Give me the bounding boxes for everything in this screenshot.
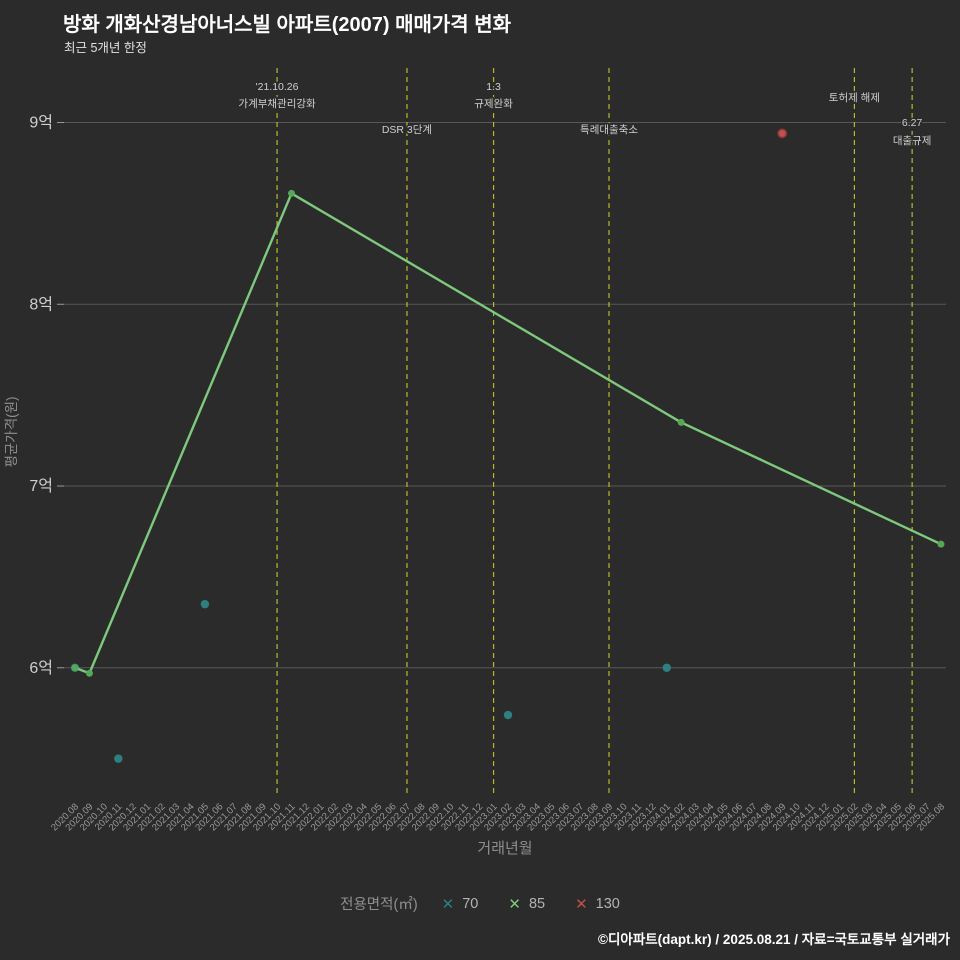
point-70 <box>662 663 671 672</box>
event-label: 1.3 <box>486 81 501 93</box>
chart-legend: 전용면적(㎡) ✕ 70 ✕ 85 ✕ 130 <box>0 893 960 914</box>
legend-item-label: 85 <box>528 895 546 912</box>
price-line-chart: 6억7억8억9억2020.082020.092020.102020.112020… <box>4 68 947 857</box>
y-tick-label: 9억 <box>29 114 53 132</box>
x-axis-title: 거래년월 <box>477 840 532 857</box>
point-85 <box>677 418 685 426</box>
point-70 <box>200 599 210 609</box>
event-label: DSR 3단계 <box>382 124 432 136</box>
point-70 <box>503 710 513 720</box>
legend-item-85: ✕ 85 <box>508 895 545 913</box>
event-label: 특례대출축소 <box>580 124 638 136</box>
footer-credit: ©디아파트(dapt.kr) / 2025.08.21 / 자료=국토교통부 실… <box>598 932 950 947</box>
event-label: 가계부채관리강화 <box>238 98 316 110</box>
legend-title: 전용면적(㎡) <box>340 897 418 913</box>
y-tick-label: 7억 <box>29 477 53 495</box>
point-85 <box>85 669 93 677</box>
event-label: 6.27 <box>902 117 923 129</box>
legend-item-label: 130 <box>595 895 620 912</box>
event-label: 토허제 해제 <box>829 91 880 104</box>
chart-subtitle: 최근 5개년 한정 <box>64 41 147 55</box>
legend-x-mark: ✕ <box>508 895 521 913</box>
point-85 <box>71 664 79 672</box>
legend-item-130: ✕ 130 <box>575 895 620 913</box>
legend-item-label: 70 <box>462 895 479 912</box>
point-85 <box>288 189 295 197</box>
event-label: '21.10.26 <box>256 81 299 93</box>
legend-item-70: ✕ 70 <box>442 895 479 913</box>
point-85 <box>937 540 945 548</box>
y-tick-label: 8억 <box>29 295 53 313</box>
chart-title: 방화 개화산경남아너스빌 아파트(2007) 매매가격 변화 <box>63 14 512 36</box>
legend-items: ✕ 70 ✕ 85 ✕ 130 <box>442 895 620 913</box>
legend-x-mark: ✕ <box>575 895 588 913</box>
event-label: 대출규제 <box>893 135 932 147</box>
point-70 <box>114 754 123 763</box>
y-tick-label: 6억 <box>29 659 53 677</box>
event-label: 규제완화 <box>474 97 513 110</box>
legend-x-mark: ✕ <box>441 895 455 913</box>
point-130 <box>777 128 788 139</box>
y-axis-title: 평균가격(원) <box>4 396 19 467</box>
